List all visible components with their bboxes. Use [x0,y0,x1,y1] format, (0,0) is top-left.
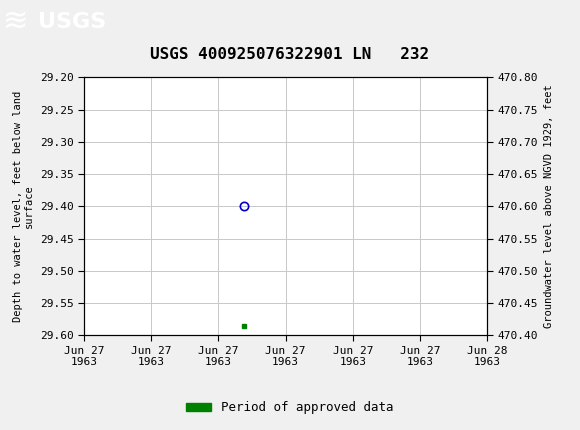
Legend: Period of approved data: Period of approved data [181,396,399,419]
Y-axis label: Depth to water level, feet below land
surface: Depth to water level, feet below land su… [13,91,34,322]
Text: USGS: USGS [38,12,106,31]
Text: ≋: ≋ [3,7,28,36]
Text: USGS 400925076322901 LN   232: USGS 400925076322901 LN 232 [150,47,430,62]
Y-axis label: Groundwater level above NGVD 1929, feet: Groundwater level above NGVD 1929, feet [543,85,554,328]
